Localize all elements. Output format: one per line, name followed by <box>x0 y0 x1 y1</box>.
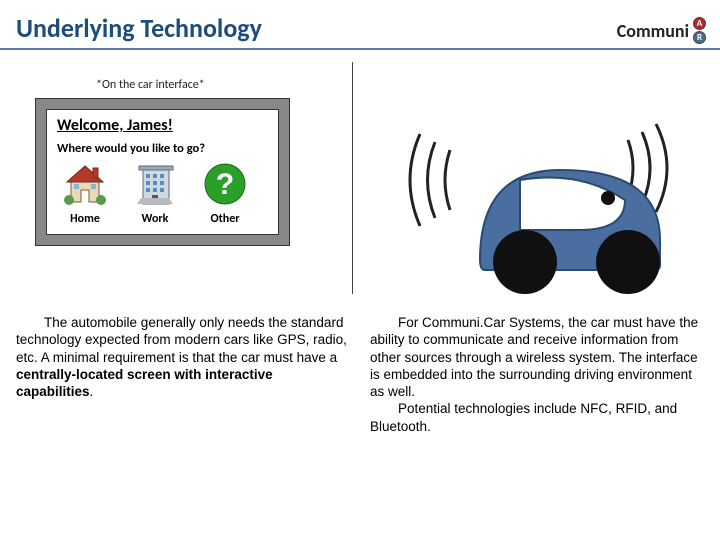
interface-caption: *On the car interface* <box>96 78 342 92</box>
body-paragraphs: The automobile generally only needs the … <box>0 308 720 435</box>
slide-header: Underlying Technology Communi A R <box>0 0 720 50</box>
brand-text: Communi <box>617 20 689 42</box>
main-content: *On the car interface* Welcome, James! W… <box>0 50 720 308</box>
left-paragraph: The automobile generally only needs the … <box>16 314 350 435</box>
left-para-prefix: The automobile generally only needs the … <box>16 315 347 365</box>
front-wheel-icon <box>493 230 557 294</box>
left-column: *On the car interface* Welcome, James! W… <box>0 50 360 308</box>
brand-logo: Communi A R <box>617 17 720 44</box>
left-para-suffix: . <box>90 384 94 399</box>
welcome-heading: Welcome, James! <box>57 116 268 135</box>
car-interface-panel: Welcome, James! Where would you like to … <box>35 98 290 246</box>
brand-badges: A R <box>693 17 706 44</box>
right-paragraph: For Communi.Car Systems, the car must ha… <box>370 314 704 435</box>
vertical-divider <box>352 62 353 294</box>
destination-question: Where would you like to go? <box>57 141 268 156</box>
option-home-label: Home <box>70 212 100 226</box>
page-title: Underlying Technology <box>16 12 262 44</box>
right-para-2: Potential technologies include NFC, RFID… <box>370 400 704 435</box>
option-work[interactable]: Work <box>127 162 183 226</box>
car-illustration <box>380 100 700 300</box>
building-icon <box>133 162 177 206</box>
car-interface-inner: Welcome, James! Where would you like to … <box>46 109 279 235</box>
svg-text:?: ? <box>216 168 234 201</box>
option-other-label: Other <box>210 212 239 226</box>
option-work-label: Work <box>142 212 169 226</box>
destination-options: Home <box>57 162 268 226</box>
left-para-bold: centrally-located screen with interactiv… <box>16 367 273 399</box>
home-icon <box>63 162 107 206</box>
badge-a-icon: A <box>693 17 706 30</box>
question-icon: ? <box>203 162 247 206</box>
option-home[interactable]: Home <box>57 162 113 226</box>
right-column <box>360 50 720 308</box>
rear-wheel-icon <box>596 230 660 294</box>
right-para-1: For Communi.Car Systems, the car must ha… <box>370 314 704 400</box>
badge-r-icon: R <box>693 31 706 44</box>
signal-waves-left-icon <box>410 134 450 226</box>
option-other[interactable]: ? Other <box>197 162 253 226</box>
